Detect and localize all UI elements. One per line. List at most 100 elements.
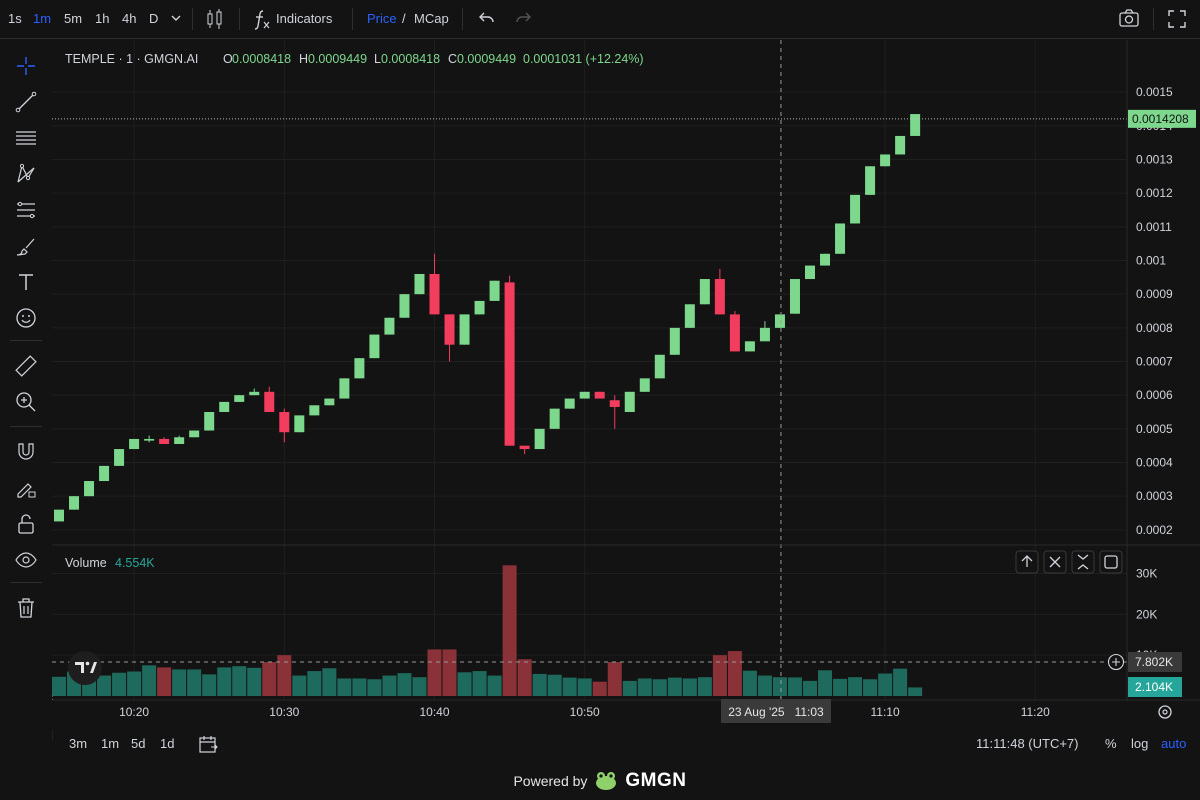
price-tick-label: 0.0009 [1136, 287, 1173, 301]
volume-bar [607, 662, 622, 696]
axis-settings-icon[interactable] [1158, 705, 1172, 719]
calendar-icon[interactable] [197, 734, 219, 757]
unlock-icon[interactable] [12, 510, 40, 538]
volume-bar [787, 677, 802, 696]
log-toggle[interactable]: log [1131, 736, 1149, 751]
volume-bar [577, 678, 592, 696]
candle [129, 438, 140, 450]
candle [429, 253, 440, 315]
camera-icon[interactable] [1118, 8, 1140, 33]
price-tick-label: 0.0011 [1136, 220, 1172, 234]
magnet-icon[interactable] [12, 438, 40, 466]
volume-bar [292, 675, 307, 696]
pattern-icon[interactable] [12, 160, 40, 188]
scroll-left-icon[interactable]: ‹ [52, 692, 54, 704]
drawing-toolbar [0, 40, 53, 740]
candle [309, 405, 320, 416]
interval-1m[interactable]: 1m [33, 11, 52, 26]
high-value: 0.0009449 [308, 52, 367, 66]
volume-bar [803, 680, 817, 696]
time-tick-label: 11:20 [1021, 705, 1050, 719]
zoom-in-icon[interactable] [12, 388, 40, 416]
brush-icon[interactable] [12, 232, 40, 260]
volume-bar [97, 675, 112, 696]
volume-bar [833, 678, 848, 696]
price-tick-label: 0.0012 [1136, 186, 1173, 200]
candle [159, 437, 170, 444]
trash-icon[interactable] [12, 594, 40, 622]
add-alert-icon[interactable] [1107, 653, 1125, 671]
candle [414, 273, 425, 295]
volume-bar [487, 675, 502, 696]
volume-bar [262, 662, 277, 696]
volume-bar [247, 667, 262, 696]
candle [549, 408, 560, 429]
move-up-icon[interactable] [1015, 550, 1039, 574]
change-value: 0.0001031 (+12.24%) [523, 52, 644, 66]
price-tick-label: 0.0003 [1136, 489, 1173, 503]
range-5d[interactable]: 5d [131, 736, 146, 751]
lock-drawing-icon[interactable] [12, 474, 40, 502]
volume-bar [157, 667, 172, 696]
fullscreen-icon[interactable] [1166, 8, 1188, 35]
range-3m[interactable]: 3m [69, 736, 88, 751]
undo-icon[interactable] [478, 9, 496, 32]
candle [850, 194, 861, 224]
candle [399, 294, 410, 318]
interval-4h[interactable]: 4h [122, 11, 137, 26]
candles-icon[interactable] [205, 8, 225, 35]
trend-line-icon[interactable] [12, 88, 40, 116]
price-toggle[interactable]: Price [367, 11, 397, 26]
mcap-toggle[interactable]: MCap [414, 11, 449, 26]
candle [294, 415, 305, 433]
chevron-down-icon[interactable] [170, 9, 182, 32]
volume-bar [187, 669, 202, 696]
volume-bar [427, 649, 442, 696]
candle [489, 280, 500, 301]
price-chart[interactable]: 0.00150.00140.00130.00120.00110.0010.000… [52, 40, 1200, 730]
range-1m[interactable]: 1m [101, 736, 120, 751]
volume-tick-label: 30K [1136, 566, 1157, 580]
horizontal-lines-icon[interactable] [12, 124, 40, 152]
interval-5m[interactable]: 5m [64, 11, 83, 26]
auto-toggle[interactable]: auto [1161, 736, 1187, 751]
range-1d[interactable]: 1d [160, 736, 175, 751]
volume-bar [818, 670, 833, 696]
clock-label[interactable]: 11:11:48 (UTC+7) [976, 736, 1079, 751]
close-pane-icon[interactable] [1043, 550, 1067, 574]
collapse-pane-icon[interactable] [1071, 550, 1095, 574]
maximize-pane-icon[interactable] [1099, 550, 1123, 574]
candle [609, 395, 620, 429]
volume-value: 4.554K [115, 556, 155, 570]
fib-icon[interactable] [12, 196, 40, 224]
candle [459, 314, 470, 345]
text-icon[interactable] [12, 268, 40, 296]
volume-bar [742, 670, 757, 696]
time-tick-label: 10:50 [570, 705, 600, 719]
interval-1s[interactable]: 1s [8, 11, 22, 26]
ruler-icon[interactable] [12, 352, 40, 380]
redo-icon[interactable] [514, 9, 532, 32]
crosshair-icon[interactable] [12, 52, 40, 80]
volume-bar [863, 679, 878, 696]
volume-bar [142, 665, 157, 696]
candle [714, 268, 725, 315]
eye-icon[interactable] [12, 546, 40, 574]
volume-bar [172, 669, 187, 696]
candle [805, 265, 815, 280]
candle [534, 428, 545, 450]
interval-1h[interactable]: 1h [95, 11, 110, 26]
interval-d[interactable]: D [149, 11, 159, 26]
volume-tick-label: 20K [1136, 607, 1157, 621]
emoji-icon[interactable] [12, 304, 40, 332]
volume-bar [337, 678, 352, 696]
candle [249, 388, 260, 396]
candle [504, 275, 515, 446]
percent-toggle[interactable]: % [1105, 736, 1117, 751]
candle [699, 279, 710, 305]
fx-icon[interactable] [253, 8, 271, 35]
crosshair-time-label: 23 Aug '25 11:03 [721, 699, 831, 723]
indicators-button[interactable]: Indicators [276, 11, 333, 26]
candle [174, 435, 185, 444]
candle [910, 114, 921, 136]
